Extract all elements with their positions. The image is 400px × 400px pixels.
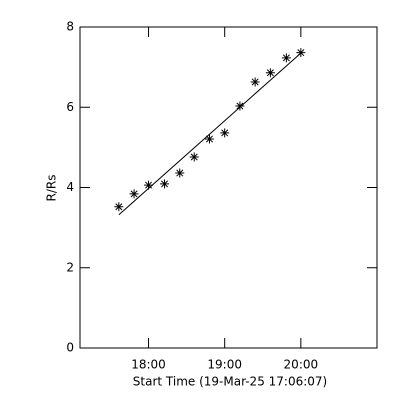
y-tick-label: 2 bbox=[66, 260, 74, 274]
data-point bbox=[204, 134, 214, 144]
data-point bbox=[114, 202, 124, 212]
data-point bbox=[296, 48, 306, 58]
y-tick-label: 4 bbox=[66, 180, 74, 194]
data-point bbox=[250, 77, 260, 87]
x-tick-label: 19:00 bbox=[207, 358, 242, 372]
y-tick-label: 6 bbox=[66, 100, 74, 114]
data-point bbox=[235, 101, 245, 111]
y-tick-label: 0 bbox=[66, 341, 74, 355]
y-axis-label: R/Rs bbox=[45, 175, 59, 202]
data-point bbox=[281, 53, 291, 63]
data-point bbox=[189, 152, 199, 162]
y-tick-label: 8 bbox=[66, 20, 74, 34]
data-point bbox=[220, 128, 230, 138]
data-point bbox=[175, 168, 185, 178]
plot-frame bbox=[79, 26, 378, 349]
fit-line bbox=[118, 52, 302, 216]
data-point bbox=[129, 189, 139, 199]
x-axis-label: Start Time (19-Mar-25 17:06:07) bbox=[133, 375, 327, 389]
x-tick-label: 20:00 bbox=[284, 358, 319, 372]
data-point bbox=[265, 68, 275, 78]
data-point bbox=[144, 180, 154, 190]
x-tick-label: 18:00 bbox=[131, 358, 166, 372]
data-point bbox=[160, 179, 170, 189]
